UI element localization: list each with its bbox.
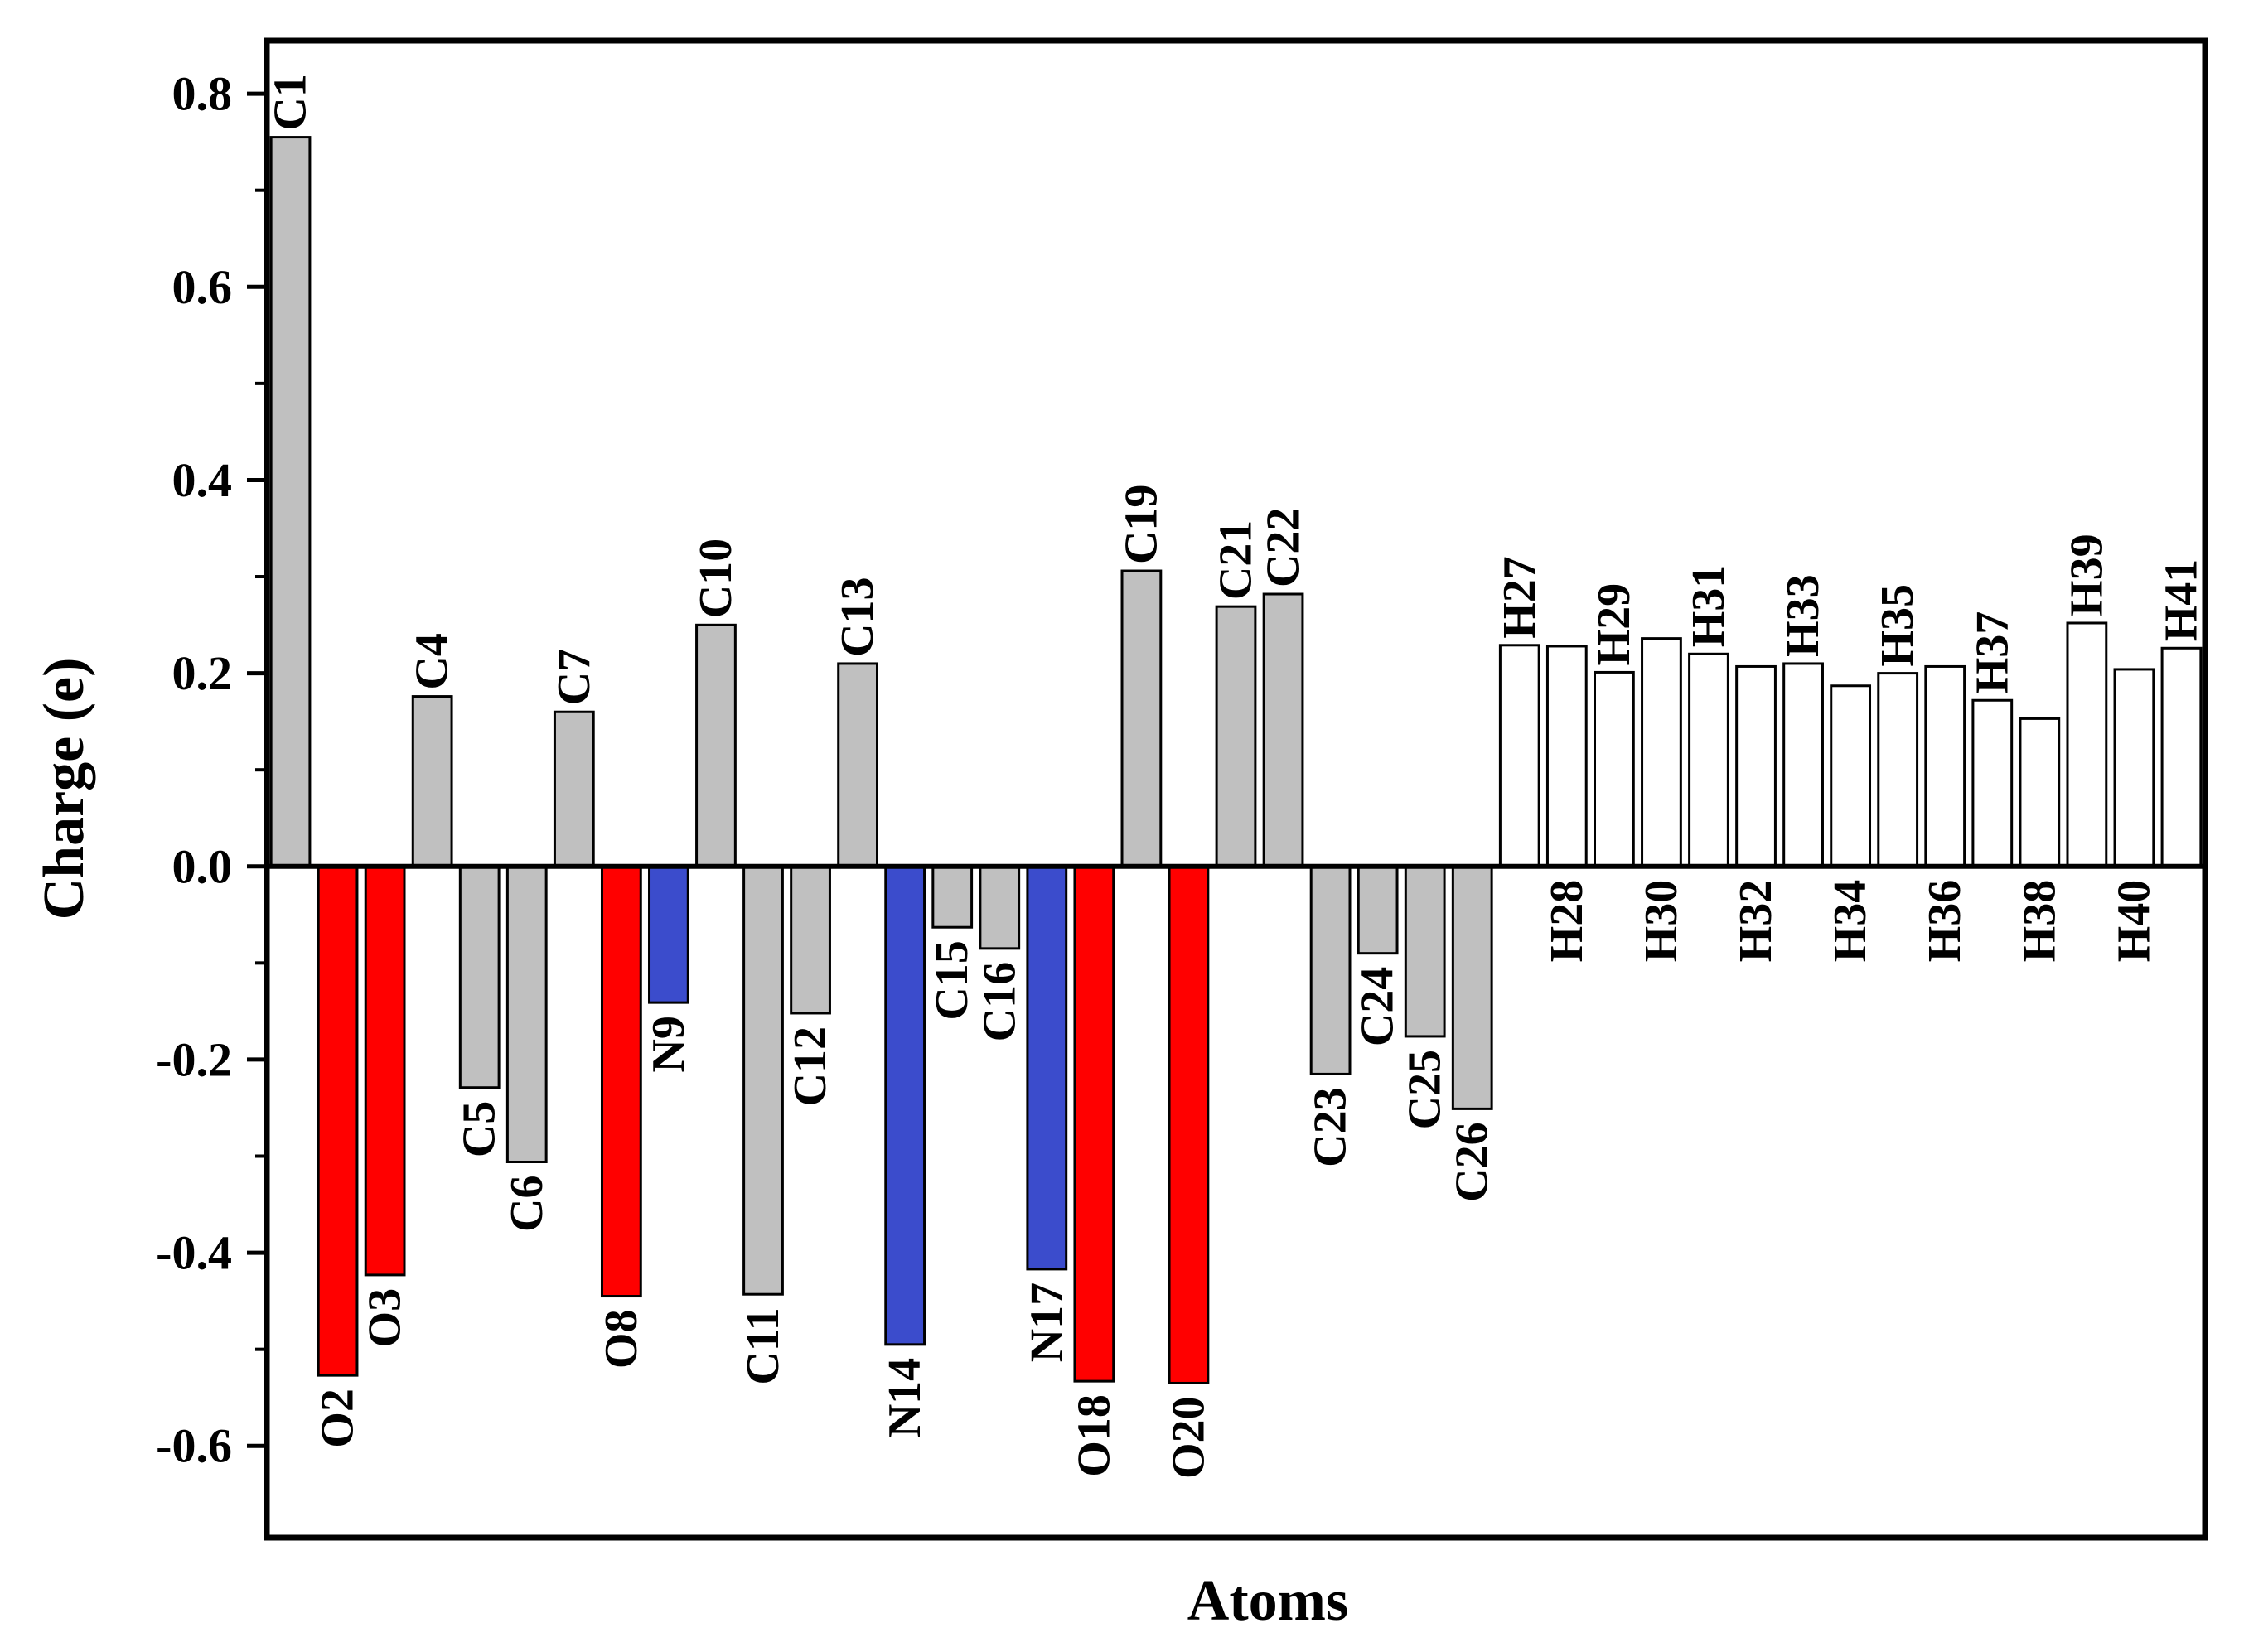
bar-label-c4: C4 [407,633,458,689]
bar-h39 [2066,621,2108,868]
bar-label-h39: H39 [2061,534,2112,616]
y-axis-title: Charge (e) [32,658,96,920]
bar-c16 [979,865,1021,950]
bar-o8 [600,865,642,1298]
bar-c4 [411,695,453,868]
bar-c24 [1357,865,1399,955]
bar-h35 [1877,672,1919,868]
bar-c22 [1262,592,1304,868]
bar-label-h35: H35 [1872,584,1923,667]
bar-c26 [1451,865,1493,1110]
bar-h40 [2113,668,2155,868]
bar-label-h40: H40 [2108,880,2159,963]
bar-label-h29: H29 [1589,583,1640,666]
bar-label-h31: H31 [1683,565,1734,648]
bar-h37 [1971,698,2014,868]
bar-label-n14: N14 [879,1358,931,1437]
bar-label-o18: O18 [1068,1394,1120,1477]
bar-c23 [1309,865,1352,1075]
bar-label-c11: C11 [738,1307,789,1384]
bar-label-o8: O8 [596,1310,647,1369]
bar-label-o2: O2 [312,1389,364,1448]
bar-o20 [1168,865,1210,1384]
bar-o3 [364,865,406,1277]
bar-label-c5: C5 [454,1101,505,1157]
bar-n9 [648,865,689,1004]
bar-n14 [884,865,926,1346]
bar-c6 [505,865,548,1163]
bar-c5 [458,865,501,1089]
bar-label-c1: C1 [265,74,317,130]
bar-label-c26: C26 [1447,1122,1498,1201]
bar-label-h33: H33 [1777,574,1829,657]
y-tick-label: 0.4 [172,453,233,507]
bar-label-n9: N9 [643,1016,694,1072]
bar-label-h27: H27 [1494,556,1545,639]
bar-h30 [1641,637,1682,868]
bar-label-h37: H37 [1966,611,2018,694]
bar-label-c25: C25 [1400,1050,1451,1129]
bar-h31 [1688,652,1729,868]
bar-label-h41: H41 [2155,559,2207,642]
bar-n17 [1026,865,1068,1271]
bar-c1 [269,136,312,868]
bar-c7 [553,710,595,868]
y-axis-ticks: -0.6 -0.4 -0.2 0.0 0.2 0.4 0.6 0.8 [156,67,267,1473]
bar-h34 [1830,684,1872,868]
bar-label-c6: C6 [501,1176,553,1232]
bar-label-n17: N17 [1021,1282,1072,1362]
bar-label-c12: C12 [785,1026,836,1106]
bar-h33 [1782,662,1824,868]
bar-label-c16: C16 [974,962,1025,1041]
bar-h41 [2160,646,2203,868]
bar-label-h30: H30 [1636,880,1687,963]
bar-h38 [2019,717,2061,868]
bar-label-c24: C24 [1352,967,1404,1046]
bar-label-h28: H28 [1541,880,1593,963]
bar-o2 [317,865,359,1377]
plot-frame [264,37,2208,1541]
bar-label-c21: C21 [1211,520,1262,600]
bar-label-c15: C15 [926,940,978,1020]
bar-label-o3: O3 [360,1288,411,1348]
bar-label-c19: C19 [1115,485,1167,564]
bar-c25 [1404,865,1446,1038]
bar-label-h36: H36 [1919,880,1971,963]
bar-label-o20: O20 [1163,1396,1214,1479]
y-tick-label: 0.6 [172,260,233,314]
y-tick-label: -0.2 [156,1032,232,1086]
bar-o18 [1073,865,1115,1383]
bar-h32 [1735,664,1777,868]
bar-c11 [742,865,784,1296]
bar-label-c10: C10 [690,539,742,618]
bar-h36 [1924,664,1966,868]
bar-label-c23: C23 [1305,1087,1357,1167]
bar-label-h32: H32 [1730,880,1782,963]
bar-label-h38: H38 [2014,880,2065,963]
bar-c10 [695,623,737,868]
y-tick-label: 0.2 [172,646,233,700]
y-tick-label: -0.6 [156,1419,232,1473]
bar-h29 [1594,670,1635,868]
bar-c13 [837,662,878,868]
bar-c21 [1215,605,1257,868]
bar-label-c22: C22 [1258,508,1309,587]
bars-layer [269,136,2203,1384]
bar-label-c13: C13 [832,577,883,656]
bar-c15 [931,865,974,929]
y-tick-label: 0.8 [172,67,233,121]
bar-c12 [790,865,831,1015]
bar-h27 [1498,644,1540,868]
y-tick-label: -0.4 [156,1226,232,1280]
x-axis-title: Atoms [1187,1569,1348,1633]
bar-c19 [1120,569,1163,868]
y-tick-label: 0.0 [172,839,233,893]
bar-label-h34: H34 [1825,880,1876,963]
bar-h28 [1545,645,1588,868]
bar-label-c7: C7 [549,649,600,705]
